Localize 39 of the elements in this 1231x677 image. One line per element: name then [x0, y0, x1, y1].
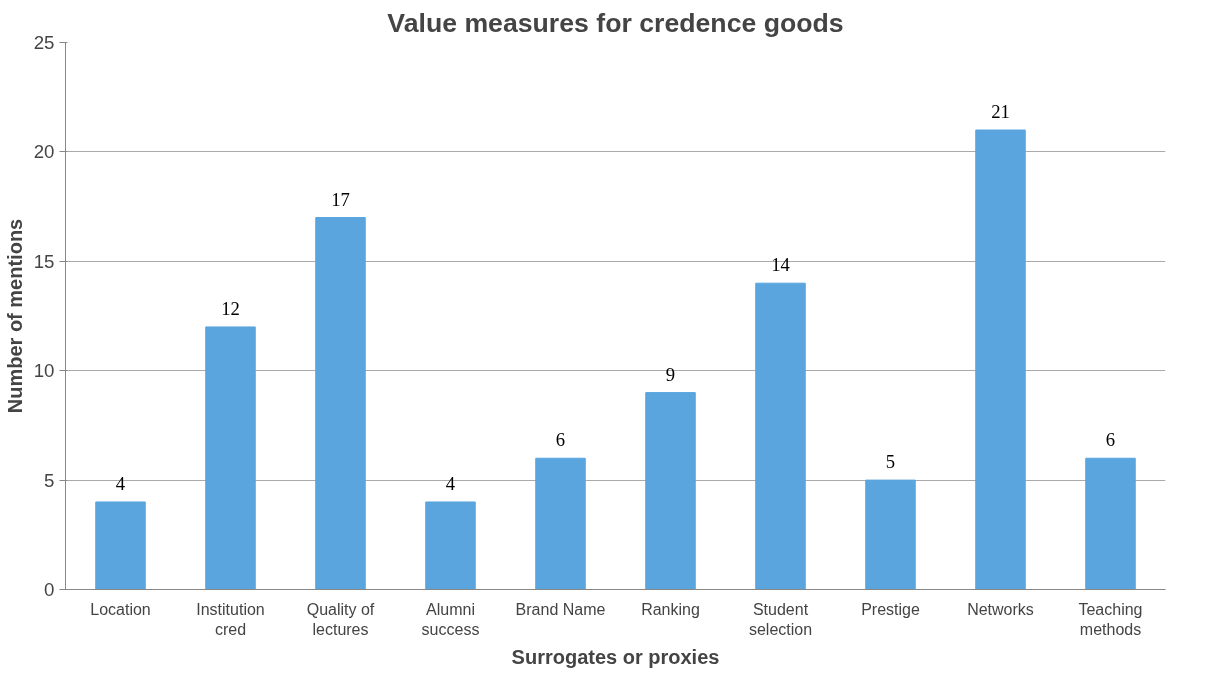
bar: [645, 392, 696, 590]
data-label: 4: [445, 472, 456, 494]
bar: [755, 282, 806, 590]
data-label: 6: [1105, 429, 1116, 451]
x-tick-label: Location: [90, 600, 151, 618]
x-tick-label: Prestige: [861, 600, 920, 618]
bar: [535, 457, 586, 590]
chart-title: Value measures for credence goods: [387, 7, 844, 38]
bar: [975, 129, 1026, 590]
y-axis-title: Number of mentions: [3, 218, 26, 414]
x-tick-label: Teaching methods: [1078, 600, 1143, 638]
y-tick-label: 10: [33, 360, 55, 382]
bar: [315, 217, 366, 590]
x-tick-label: Institution cred: [196, 600, 265, 638]
x-tick-label: Networks: [967, 600, 1034, 618]
y-tick-label: 25: [33, 32, 55, 53]
data-label: 5: [885, 451, 896, 473]
bar: [205, 326, 256, 590]
y-tick-label: 15: [33, 250, 55, 272]
y-tick-label: 20: [33, 141, 55, 163]
x-tick-label: Alumni success: [421, 600, 480, 638]
data-label: 9: [665, 363, 676, 385]
data-label: 21: [991, 101, 1010, 123]
y-tick-label: 0: [44, 579, 55, 600]
x-tick-label: Brand Name: [515, 600, 606, 618]
data-label: 12: [221, 297, 240, 319]
x-tick-label: Quality of lectures: [306, 600, 375, 638]
x-tick-label: Ranking: [641, 600, 700, 618]
bar: [1085, 457, 1136, 590]
data-label: 6: [555, 429, 566, 451]
data-label: 4: [115, 472, 126, 494]
bar: [95, 501, 146, 590]
y-tick-label: 5: [44, 469, 55, 491]
data-label: 14: [771, 254, 791, 276]
bar: [425, 501, 476, 590]
data-label: 17: [331, 188, 350, 210]
bar: [865, 479, 916, 590]
x-tick-label: Student selection: [748, 600, 813, 638]
x-axis-title: Surrogates or proxies: [511, 645, 720, 668]
